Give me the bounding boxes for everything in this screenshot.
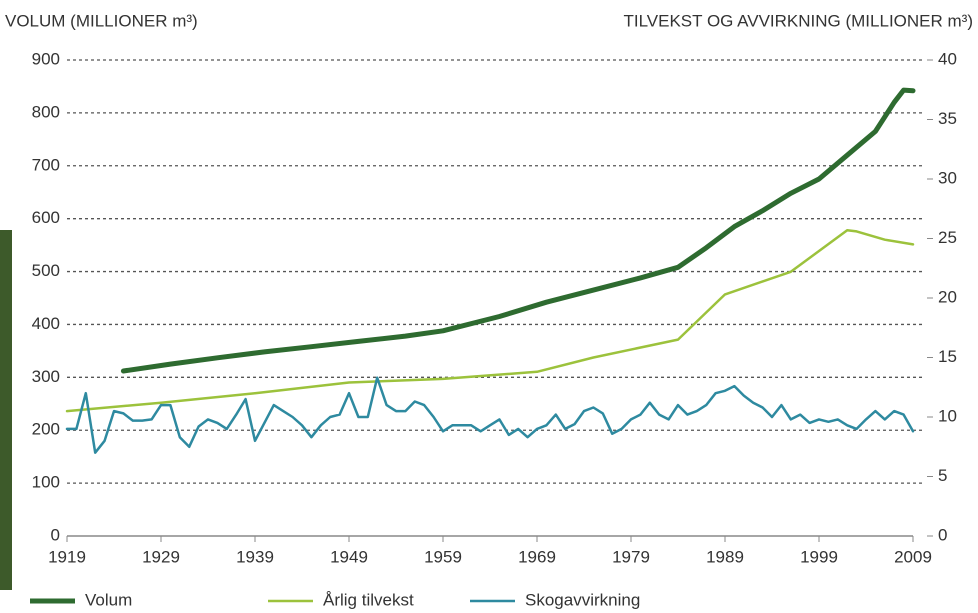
y2-tick-label: 35 xyxy=(938,109,957,128)
x-tick-label: 1999 xyxy=(800,547,838,566)
y-tick-label: 900 xyxy=(32,49,60,68)
legend-label: Volum xyxy=(85,590,132,609)
x-tick-label: 1979 xyxy=(612,547,650,566)
y-tick-label: 300 xyxy=(32,367,60,386)
x-tick-label: 1919 xyxy=(48,547,86,566)
y-tick-label: 800 xyxy=(32,102,60,121)
y2-axis-title: TILVEKST OG AVVIRKNING (MILLIONER m³) xyxy=(623,11,973,30)
series-line xyxy=(67,378,913,453)
y-tick-label: 700 xyxy=(32,155,60,174)
y-tick-label: 200 xyxy=(32,420,60,439)
x-tick-label: 2009 xyxy=(894,547,932,566)
x-tick-label: 1969 xyxy=(518,547,556,566)
y-tick-label: 400 xyxy=(32,314,60,333)
y2-tick-label: 10 xyxy=(938,406,957,425)
y2-tick-label: 40 xyxy=(938,49,957,68)
y-tick-label: 600 xyxy=(32,208,60,227)
y2-tick-label: 30 xyxy=(938,168,957,187)
legend-label: Årlig tilvekst xyxy=(323,590,414,609)
y2-tick-label: 25 xyxy=(938,228,957,247)
y-axis-title: VOLUM (MILLIONER m³) xyxy=(5,11,198,30)
legend-label: Skogavvirkning xyxy=(525,590,640,609)
x-tick-label: 1989 xyxy=(706,547,744,566)
series-line xyxy=(123,90,913,371)
page: {"chart_data": {"type": "line", "y_label… xyxy=(0,0,978,613)
x-tick-label: 1929 xyxy=(142,547,180,566)
y2-tick-label: 0 xyxy=(938,525,947,544)
y2-tick-label: 5 xyxy=(938,466,947,485)
x-tick-label: 1949 xyxy=(330,547,368,566)
y2-tick-label: 20 xyxy=(938,287,957,306)
chart: VOLUM (MILLIONER m³) TILVEKST OG AVVIRKN… xyxy=(0,0,978,613)
y2-tick-label: 15 xyxy=(938,347,957,366)
photo-edge xyxy=(0,230,12,590)
y-tick-label: 0 xyxy=(51,525,60,544)
x-tick-label: 1959 xyxy=(424,547,462,566)
x-tick-label: 1939 xyxy=(236,547,274,566)
y-tick-label: 500 xyxy=(32,261,60,280)
y-tick-label: 100 xyxy=(32,473,60,492)
